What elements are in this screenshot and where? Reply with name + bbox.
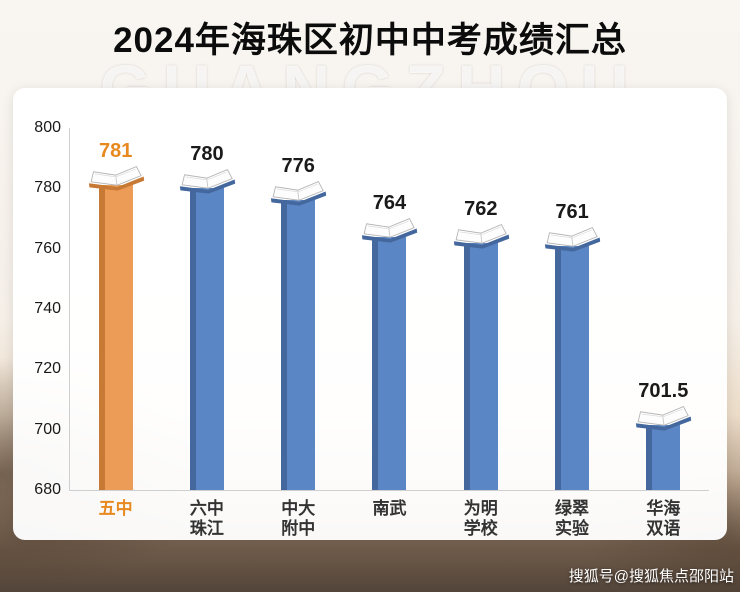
- book-icon: [271, 181, 327, 207]
- plot-area: 781 780 776 764 762 761 701.5: [69, 128, 709, 491]
- bar: [281, 200, 316, 490]
- bar-group: 761: [526, 128, 617, 490]
- x-axis-label: 中大 附中: [281, 499, 316, 539]
- y-tick-label: 680: [34, 481, 61, 498]
- credit-watermark: 搜狐号@搜狐焦点邵阳站: [568, 568, 734, 585]
- bar-value-label: 762: [464, 197, 498, 220]
- bar-group: 764: [344, 128, 435, 490]
- bar-group: 776: [253, 128, 344, 490]
- plot-column: 781 780 776 764 762 761 701.5 五中 六中 珠江 中大 附中 南武 为明…: [69, 128, 709, 540]
- x-axis-label: 绿翠 实验: [555, 499, 590, 539]
- bar-value-label: 780: [190, 143, 224, 166]
- bar-group: 780: [161, 128, 252, 490]
- x-axis-labels: 五中 六中 珠江 中大 附中 南武 为明 学校 绿翠 实验 华海 双语: [69, 491, 709, 540]
- book-icon: [88, 166, 144, 191]
- book-icon: [179, 169, 236, 194]
- bar-group: 762: [435, 128, 526, 490]
- y-tick-label: 720: [34, 360, 61, 378]
- bar-value-label: 764: [372, 191, 407, 214]
- bar: [98, 185, 133, 490]
- x-axis-label: 六中 珠江: [189, 499, 224, 539]
- bar: [646, 425, 681, 490]
- page-title: 2024年海珠区初中中考成绩汇总: [113, 21, 627, 60]
- y-tick-label: 780: [34, 179, 61, 197]
- x-axis-label: 五中: [98, 499, 133, 518]
- bar-group: 701.5: [618, 128, 709, 490]
- x-axis-label: 为明 学校: [463, 499, 498, 539]
- chart-panel: 680 700 720 740 760 780 800 781 780 776 764 762 761…: [13, 88, 727, 540]
- bar-value-label: 781: [98, 140, 133, 163]
- y-tick-label: 740: [34, 300, 61, 317]
- y-tick-label: 700: [34, 420, 61, 438]
- bar: [372, 236, 407, 490]
- x-axis-label: 南武: [372, 499, 407, 518]
- book-icon: [453, 223, 509, 249]
- book-icon: [636, 406, 692, 431]
- bar-value-label: 761: [555, 200, 589, 223]
- bar-value-label: 701.5: [638, 380, 689, 403]
- y-tick-label: 800: [34, 119, 61, 136]
- bar: [555, 245, 590, 490]
- book-icon: [544, 226, 601, 252]
- bar-value-label: 776: [281, 155, 315, 178]
- bar: [189, 188, 224, 490]
- y-axis: 680 700 720 740 760 780 800: [23, 119, 69, 498]
- bar-group: 781: [70, 128, 161, 490]
- y-tick-label: 760: [34, 239, 61, 257]
- x-axis-label: 华海 双语: [646, 499, 681, 539]
- bar-chart: 680 700 720 740 760 780 800 781 780 776 764 762 761…: [13, 88, 727, 540]
- book-icon: [362, 217, 418, 243]
- bar: [463, 242, 498, 490]
